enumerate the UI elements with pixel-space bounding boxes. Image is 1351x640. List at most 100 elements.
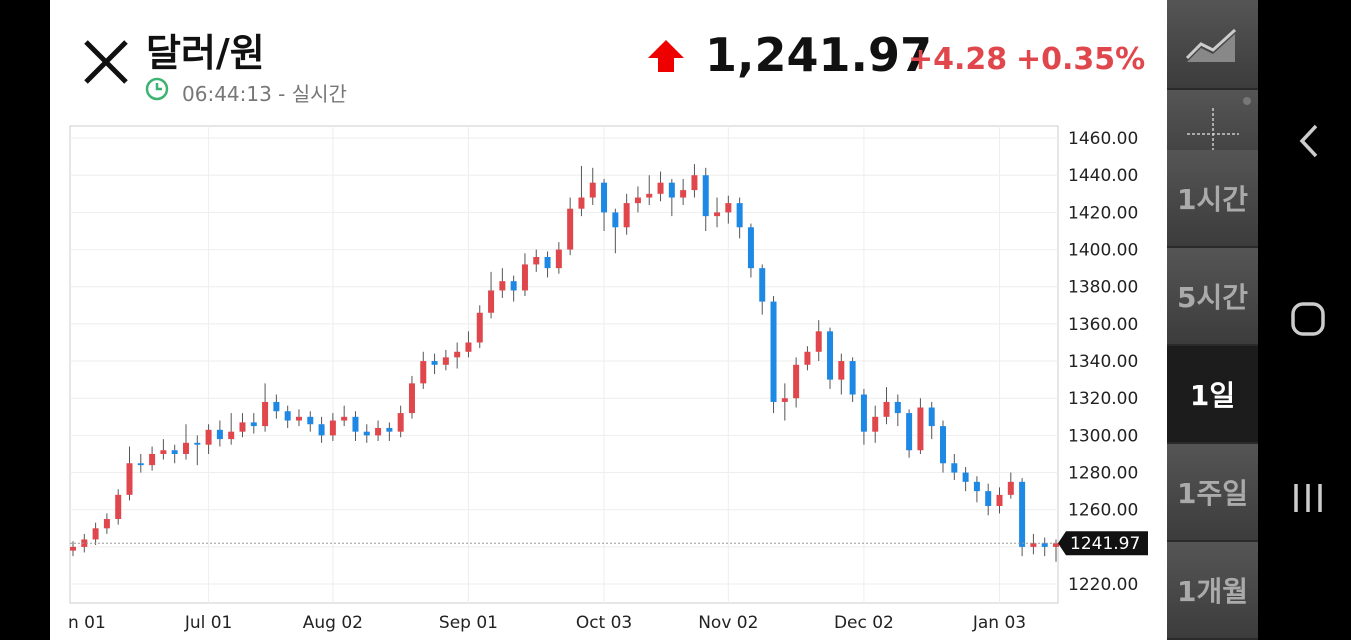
- candle-body: [521, 264, 528, 291]
- x-tick-label: Oct 03: [576, 613, 632, 633]
- candle-body: [736, 203, 743, 228]
- candle-body: [352, 416, 359, 432]
- candle-body: [126, 463, 133, 495]
- time: 06:44:13 - 실시간: [182, 82, 347, 106]
- candle-body: [273, 401, 280, 412]
- candle-body: [533, 257, 540, 265]
- candle-body: [194, 442, 201, 445]
- candle-body: [329, 420, 336, 436]
- candle-body: [680, 190, 687, 198]
- home-button[interactable]: [1291, 302, 1325, 336]
- candle-body: [872, 416, 879, 432]
- price: 1,241.97: [705, 28, 932, 82]
- candle-body: [1041, 543, 1048, 547]
- candle-body: [284, 411, 291, 421]
- plot-frame: [69, 125, 1059, 604]
- candle-body: [488, 290, 495, 313]
- x-tick-label: n 01: [68, 613, 106, 633]
- candle-body: [1053, 543, 1059, 547]
- clock-icon: [145, 77, 169, 101]
- up-arrow: [648, 40, 684, 72]
- title: 달러/원: [146, 31, 265, 75]
- y-tick-label: 1380.00: [1068, 278, 1138, 298]
- candle-body: [205, 429, 212, 445]
- y-tick-label: 1340.00: [1068, 352, 1138, 372]
- candle-body: [702, 175, 709, 217]
- candle-body: [623, 203, 630, 228]
- back-button[interactable]: [1299, 124, 1318, 158]
- candle-body: [81, 539, 88, 547]
- candle-body: [408, 383, 415, 414]
- y-tick-label: 1400.00: [1068, 241, 1138, 261]
- candle-body: [295, 416, 302, 421]
- x-tick-label: Sep 01: [439, 613, 498, 633]
- x-tick-label: Nov 02: [698, 613, 758, 633]
- candle-body: [182, 442, 189, 454]
- recents-button[interactable]: [1294, 484, 1322, 512]
- candle-body: [781, 398, 788, 402]
- candle-body: [849, 361, 856, 395]
- y-tick-label: 1260.00: [1068, 501, 1138, 521]
- candle-body: [1019, 481, 1026, 547]
- interval-button[interactable]: 1시간: [1167, 150, 1258, 248]
- candle-body: [940, 426, 947, 464]
- candle-body: [431, 361, 438, 365]
- candle-body: [137, 463, 144, 466]
- candle-body: [928, 407, 935, 427]
- candle-body: [397, 413, 404, 432]
- candle-body: [465, 342, 472, 352]
- candle-body: [747, 227, 754, 269]
- main-panel: 달러/원 06:44:13 - 실시간 1,241.97 +4.28 +0.35…: [50, 0, 1167, 640]
- candle-body: [668, 182, 675, 198]
- interval-button[interactable]: 1주일: [1167, 444, 1258, 542]
- candle-body: [160, 450, 167, 454]
- candle-body: [92, 528, 99, 540]
- toolbar: 1시간 5시간 1일 1주일 1개월: [1167, 0, 1258, 640]
- candle-body: [793, 364, 800, 399]
- x-tick-label: Dec 02: [834, 613, 894, 633]
- candle-body: [951, 463, 958, 473]
- candle-body: [510, 281, 517, 291]
- candle-body: [804, 351, 811, 365]
- close-button[interactable]: [82, 38, 132, 88]
- candle-body: [307, 416, 314, 425]
- chart: 1220.001240.001260.001280.001300.001320.…: [68, 125, 1148, 633]
- candle-body: [725, 203, 732, 213]
- interval-button[interactable]: 5시간: [1167, 248, 1258, 346]
- candle-body: [239, 422, 246, 432]
- candle-body: [262, 401, 269, 427]
- candle-body: [216, 429, 223, 440]
- candle-body: [657, 182, 664, 194]
- candle-body: [318, 424, 325, 436]
- candle-body: [103, 519, 110, 529]
- candle-body: [115, 494, 122, 520]
- nav-icons: [1291, 124, 1325, 512]
- candle-body: [996, 494, 1003, 507]
- nav-bar: [1258, 0, 1351, 640]
- interval-button[interactable]: 1개월: [1167, 542, 1258, 640]
- x-tick-label: Jan 03: [972, 613, 1026, 633]
- candle-body: [985, 491, 992, 507]
- y-tick-label: 1460.00: [1068, 129, 1138, 149]
- x-tick-label: Jul 01: [184, 613, 233, 633]
- candle-body: [454, 351, 461, 358]
- candle-body: [228, 431, 235, 440]
- candle-body: [544, 257, 551, 269]
- candle-body: [917, 407, 924, 451]
- candle-body: [691, 175, 698, 191]
- candle-body: [499, 281, 506, 291]
- chart-type-button[interactable]: [1167, 0, 1258, 90]
- candle-body: [341, 416, 348, 421]
- interval-button[interactable]: 1일: [1167, 346, 1258, 444]
- candle-body: [1007, 481, 1014, 495]
- candle-body: [171, 450, 178, 454]
- y-tick-label: 1320.00: [1068, 389, 1138, 409]
- candle-body: [1030, 543, 1037, 547]
- candle-body: [714, 212, 721, 217]
- change: +4.28: [908, 42, 1008, 77]
- candle-body: [815, 331, 822, 352]
- candle-body: [386, 427, 393, 432]
- candle-body: [634, 197, 641, 204]
- candle-body: [70, 546, 76, 551]
